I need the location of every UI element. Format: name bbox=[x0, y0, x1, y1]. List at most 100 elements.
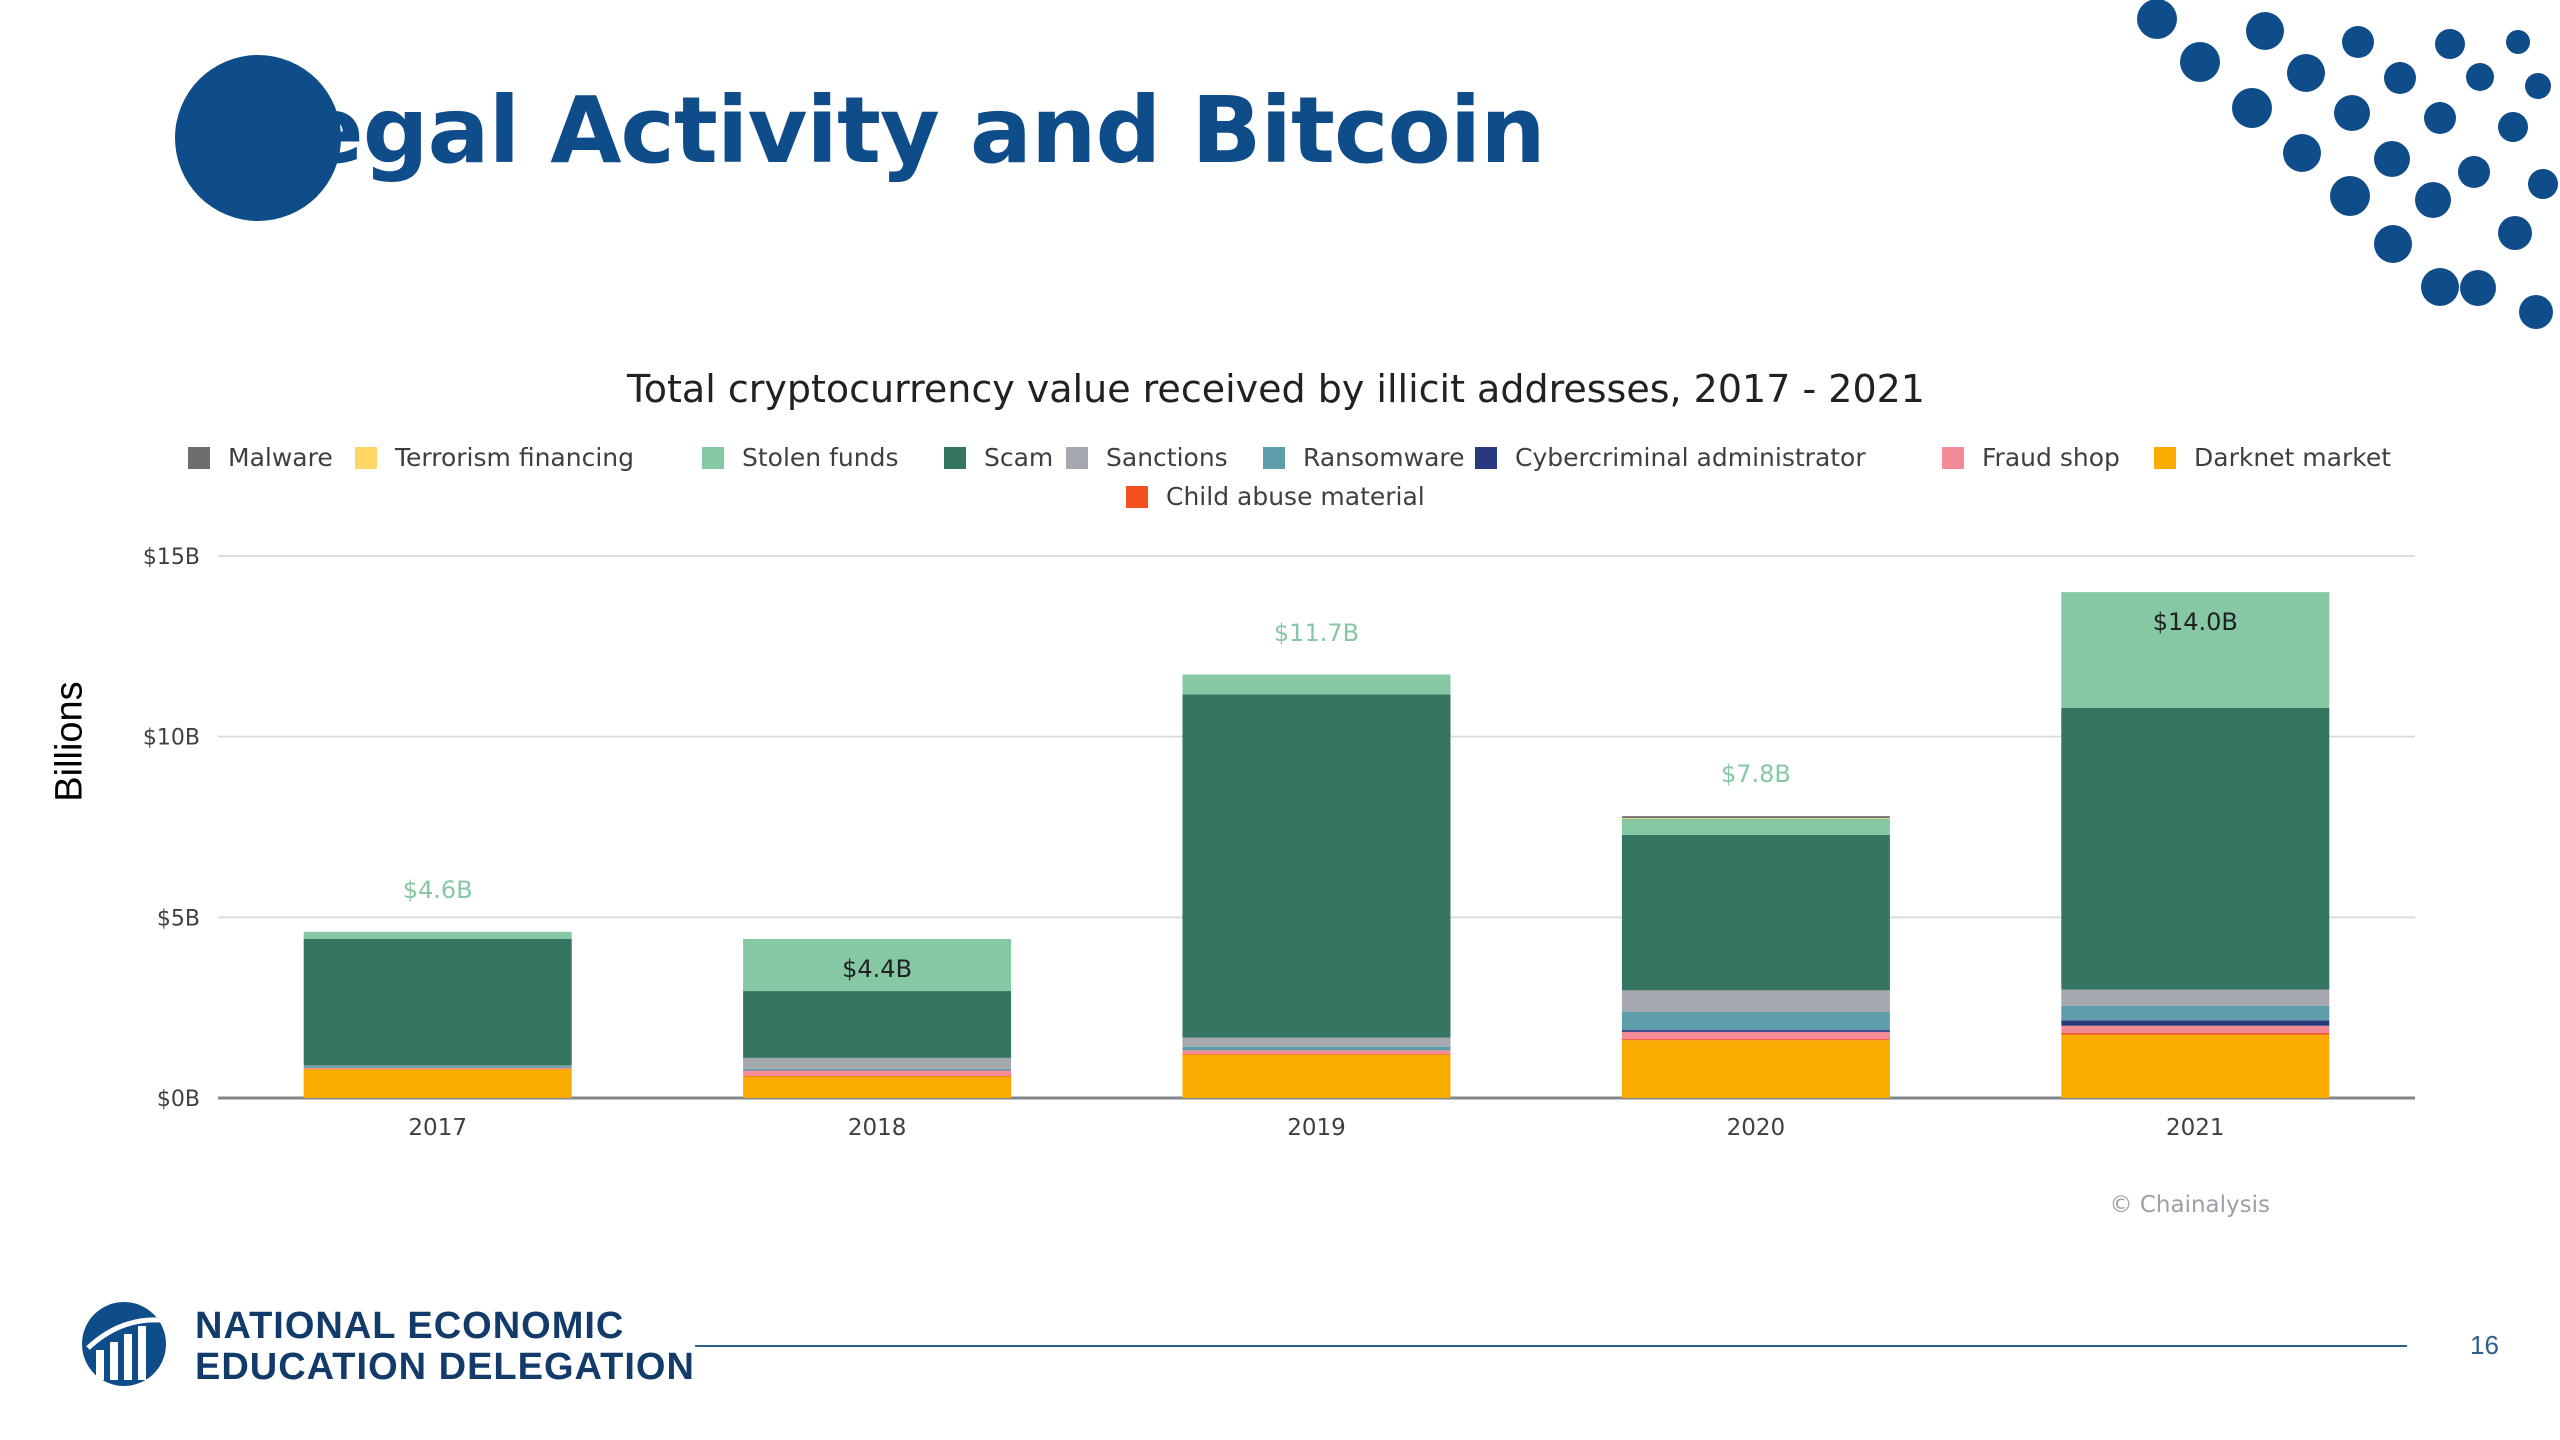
decorative-dot bbox=[2519, 295, 2553, 329]
bar-segment bbox=[743, 1068, 1012, 1071]
chart-title: Total cryptocurrency value received by i… bbox=[626, 367, 1925, 411]
decorative-dot bbox=[2506, 30, 2530, 54]
bar-segment bbox=[2061, 592, 2330, 708]
decorative-dot bbox=[2528, 169, 2558, 199]
bar-segment bbox=[1182, 1053, 1451, 1055]
bar-segment bbox=[1182, 1037, 1451, 1047]
ned-logo-icon bbox=[82, 1302, 166, 1386]
bar-segment bbox=[1621, 1012, 1890, 1031]
legend-swatch bbox=[1263, 447, 1285, 469]
bar-total-label: $4.6B bbox=[403, 876, 473, 904]
decorative-dot bbox=[2460, 270, 2496, 306]
legend-label: Sanctions bbox=[1106, 443, 1228, 472]
legend-swatch bbox=[702, 447, 724, 469]
bar-segment bbox=[743, 1070, 1012, 1076]
bar-segment bbox=[303, 1068, 572, 1069]
decorative-dot bbox=[2424, 102, 2456, 134]
bar-segment bbox=[2061, 1005, 2330, 1021]
decorative-dot bbox=[2137, 0, 2177, 39]
decorative-dot bbox=[2498, 216, 2532, 250]
y-tick-label: $15B bbox=[143, 545, 200, 570]
decorative-dot bbox=[2498, 112, 2528, 142]
y-tick-label: $5B bbox=[157, 906, 200, 931]
y-axis-title: Billions bbox=[48, 681, 91, 802]
legend-label: Darknet market bbox=[2194, 443, 2391, 472]
decorative-dot bbox=[2287, 54, 2325, 92]
decorative-dot bbox=[2458, 156, 2490, 188]
decorative-dot bbox=[2374, 225, 2412, 263]
org-name-line-1: NATIONAL ECONOMIC bbox=[195, 1305, 625, 1347]
bar-segment bbox=[2061, 1034, 2330, 1098]
decorative-dot bbox=[2232, 88, 2272, 128]
bar-segment bbox=[1621, 1031, 1890, 1040]
x-tick-label: 2017 bbox=[408, 1115, 467, 1141]
legend-swatch bbox=[1475, 447, 1497, 469]
decorative-dot bbox=[2246, 12, 2284, 50]
y-tick-label: $0B bbox=[157, 1087, 200, 1112]
chart-source-credit: © Chainalysis bbox=[2110, 1192, 2270, 1218]
bar-segment bbox=[303, 1065, 572, 1067]
x-tick-label: 2020 bbox=[1727, 1115, 1786, 1141]
bar-segment bbox=[303, 939, 572, 1066]
legend-swatch bbox=[1066, 447, 1088, 469]
slide-title: Illegal Activity and Bitcoin bbox=[207, 77, 1546, 184]
bar-segment bbox=[743, 1075, 1012, 1077]
legend-label: Scam bbox=[984, 443, 1053, 472]
decorative-dot bbox=[2384, 62, 2416, 94]
legend-label: Stolen funds bbox=[742, 443, 898, 472]
bar-segment bbox=[743, 991, 1012, 1058]
decorative-dot bbox=[2415, 182, 2451, 218]
bar-total-label: $14.0B bbox=[2153, 608, 2238, 636]
decorative-dot bbox=[2466, 63, 2494, 91]
bar-segment bbox=[743, 939, 1012, 992]
legend-swatch bbox=[2154, 447, 2176, 469]
decorative-dot bbox=[2435, 29, 2465, 59]
bar-segment bbox=[2061, 1020, 2330, 1026]
bar-segment bbox=[1182, 1054, 1451, 1098]
legend-label: Terrorism financing bbox=[394, 443, 634, 472]
bar-segment bbox=[1621, 990, 1890, 1013]
decorative-dot bbox=[2334, 95, 2370, 131]
legend-swatch bbox=[944, 447, 966, 469]
bar-segment bbox=[1182, 694, 1451, 1038]
x-tick-label: 2021 bbox=[2166, 1115, 2225, 1141]
decorative-dot bbox=[2180, 42, 2220, 82]
decorative-dot-pattern bbox=[2137, 0, 2558, 329]
decorative-dot bbox=[2525, 73, 2551, 99]
org-name-line-2: EDUCATION DELEGATION bbox=[195, 1346, 695, 1388]
legend-swatch bbox=[1126, 486, 1148, 508]
y-tick-label: $10B bbox=[143, 726, 200, 751]
bar-segment bbox=[2061, 707, 2330, 990]
decorative-dot bbox=[2374, 141, 2410, 177]
stacked-bar-chart: Total cryptocurrency value received by i… bbox=[143, 367, 2415, 1218]
bar-segment bbox=[303, 1066, 572, 1069]
bar-segment bbox=[1621, 834, 1890, 991]
decorative-dot bbox=[2330, 176, 2370, 216]
legend-swatch bbox=[355, 447, 377, 469]
bar-segment bbox=[1182, 1046, 1451, 1051]
footer-divider bbox=[695, 1345, 2407, 1347]
legend-label: Child abuse material bbox=[1166, 482, 1425, 511]
bar-segment bbox=[1182, 674, 1451, 695]
decorative-dot bbox=[2342, 26, 2374, 58]
title-accent-circle bbox=[175, 55, 341, 221]
legend-swatch bbox=[1942, 447, 1964, 469]
bar-total-label: $7.8B bbox=[1721, 760, 1791, 788]
bar-segment bbox=[2061, 1032, 2330, 1035]
bar-segment bbox=[1621, 817, 1890, 819]
legend-swatch bbox=[188, 447, 210, 469]
bar-segment bbox=[2061, 989, 2330, 1006]
legend-label: Cybercriminal administrator bbox=[1515, 443, 1866, 472]
bar-total-label: $4.4B bbox=[842, 955, 912, 983]
bar-segment bbox=[1182, 1050, 1451, 1054]
bar-segment bbox=[303, 1068, 572, 1070]
legend-label: Ransomware bbox=[1303, 443, 1465, 472]
bar-segment bbox=[2061, 1025, 2330, 1033]
decorative-dot bbox=[2283, 134, 2321, 172]
page-number: 16 bbox=[2470, 1330, 2499, 1360]
legend-label: Fraud shop bbox=[1982, 443, 2120, 472]
bar-segment bbox=[1621, 1039, 1890, 1041]
bar-segment bbox=[1621, 1040, 1890, 1098]
bar-segment bbox=[303, 931, 572, 940]
bar-segment bbox=[743, 1057, 1012, 1069]
